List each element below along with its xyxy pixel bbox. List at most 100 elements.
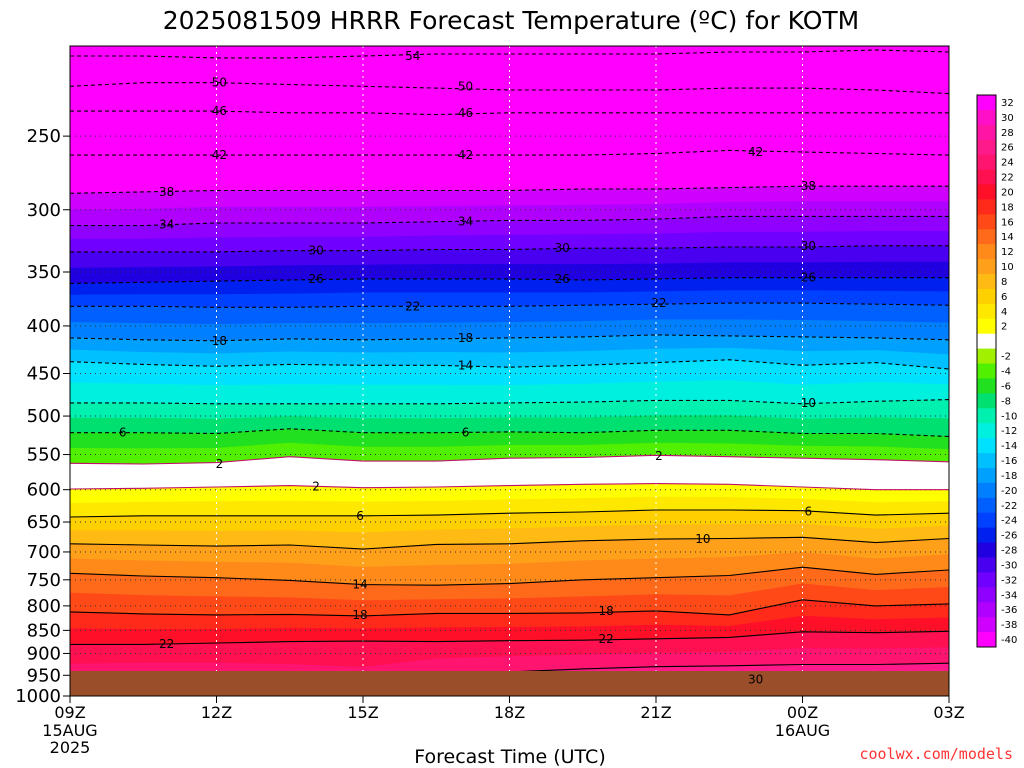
y-tick-label: 850 [27, 620, 61, 641]
color-scale-legend: 32 30 28 26 24 22 20 18 16 14 12 10 8 6 4 2 -2 -4 -6 -8 -10 -… [976, 94, 1017, 648]
contour-label: 2 [216, 457, 224, 471]
color-scale-label: -40 [1001, 635, 1017, 646]
svg-text:26: 26 [308, 272, 323, 286]
color-scale-label: -14 [1001, 441, 1017, 452]
svg-text:38: 38 [801, 179, 816, 193]
contour-label: 18 [212, 334, 227, 348]
color-scale-label: -20 [1001, 486, 1017, 497]
chart-title: 2025081509 HRRR Forecast Temperature (ºC… [163, 6, 859, 35]
color-swatch [977, 572, 996, 588]
color-scale-label: 6 [1001, 292, 1007, 303]
color-scale-label: -4 [1001, 367, 1011, 378]
svg-text:6: 6 [356, 509, 364, 523]
y-tick-label: 950 [27, 665, 61, 686]
contour-label: 34 [159, 217, 174, 231]
svg-text:38: 38 [159, 185, 174, 199]
x-tick-label: 03Z [933, 703, 964, 722]
color-scale-label: -26 [1001, 531, 1017, 542]
svg-text:42: 42 [748, 145, 763, 159]
y-tick-label: 1000 [15, 686, 61, 707]
color-scale-label: 16 [1001, 217, 1014, 228]
color-scale-label: 28 [1001, 128, 1014, 139]
color-scale-label: 26 [1001, 143, 1014, 154]
color-swatch [977, 542, 996, 558]
color-scale-label: -28 [1001, 546, 1017, 557]
color-scale-label: -12 [1001, 426, 1017, 437]
x-axis-label: Forecast Time (UTC) [414, 746, 605, 768]
contour-label: 2 [312, 479, 320, 493]
contour-label: 14 [458, 358, 473, 372]
color-swatch [977, 512, 996, 529]
contour-label: 6 [805, 504, 813, 518]
svg-text:10: 10 [801, 396, 816, 410]
y-tick-label: 700 [27, 542, 61, 563]
svg-text:50: 50 [212, 76, 227, 90]
color-scale-label: -18 [1001, 471, 1017, 482]
svg-text:42: 42 [458, 148, 473, 162]
contour-label: 42 [748, 145, 763, 159]
color-scale-label: 4 [1001, 307, 1007, 318]
color-swatch [977, 139, 996, 156]
svg-text:46: 46 [212, 104, 227, 118]
color-swatch [977, 587, 996, 603]
color-swatch [977, 109, 996, 126]
svg-text:54: 54 [405, 49, 420, 63]
svg-text:10: 10 [695, 532, 710, 546]
contour-label: 30 [748, 673, 763, 687]
color-swatch [977, 169, 996, 185]
ground-fill [70, 671, 949, 696]
color-swatch [977, 557, 996, 573]
y-tick-label: 650 [27, 512, 61, 533]
contour-label: 22 [651, 296, 666, 310]
grid-lines [70, 46, 949, 696]
svg-text:42: 42 [212, 148, 227, 162]
contour-label: 10 [695, 532, 710, 546]
y-tick-label: 600 [27, 480, 61, 501]
contour-label: 42 [212, 148, 227, 162]
svg-text:30: 30 [801, 239, 816, 253]
contour-label: 22 [599, 632, 614, 646]
color-scale-label: -6 [1001, 381, 1011, 392]
contour-label: 38 [801, 179, 816, 193]
color-scale-label: -16 [1001, 456, 1017, 467]
credit-text: coolwx.com/models [859, 745, 1013, 763]
contour-label: 22 [405, 299, 420, 313]
color-scale-label: -2 [1001, 352, 1011, 363]
x-tick-sublabel: 2025 [50, 738, 91, 757]
color-scale-label: -8 [1001, 396, 1011, 407]
x-tick-label: 15Z [347, 703, 378, 722]
contour-label: 30 [308, 244, 323, 258]
color-swatch [977, 124, 996, 141]
y-tick-label: 750 [27, 570, 61, 591]
color-swatch [977, 408, 996, 424]
contour-label: 50 [458, 79, 473, 93]
isotherm-14 [70, 566, 949, 586]
contour-label: 6 [119, 426, 127, 440]
svg-text:30: 30 [308, 244, 323, 258]
svg-text:6: 6 [462, 426, 470, 440]
y-tick-label: 900 [27, 643, 61, 664]
color-swatch [977, 497, 996, 514]
contour-label: 26 [555, 272, 570, 286]
isotherm--2 [70, 454, 949, 465]
color-scale-label: 10 [1001, 262, 1014, 273]
svg-text:30: 30 [748, 673, 763, 687]
contour-label: 10 [801, 396, 816, 410]
svg-text:50: 50 [458, 79, 473, 93]
color-scale-label: -32 [1001, 575, 1017, 586]
color-swatch [977, 632, 996, 648]
contour-label: 30 [555, 241, 570, 255]
color-scale-label: -24 [1001, 516, 1017, 527]
color-scale-label: 24 [1001, 158, 1014, 169]
contour-label: 38 [159, 185, 174, 199]
svg-text:2: 2 [216, 457, 224, 471]
y-tick-label: 350 [27, 262, 61, 283]
color-swatch [977, 95, 996, 111]
contour-label: 34 [458, 215, 473, 229]
contour-label: 26 [308, 272, 323, 286]
color-scale-label: -34 [1001, 590, 1017, 601]
contour-label: 18 [599, 604, 614, 618]
contour-label: 46 [212, 104, 227, 118]
